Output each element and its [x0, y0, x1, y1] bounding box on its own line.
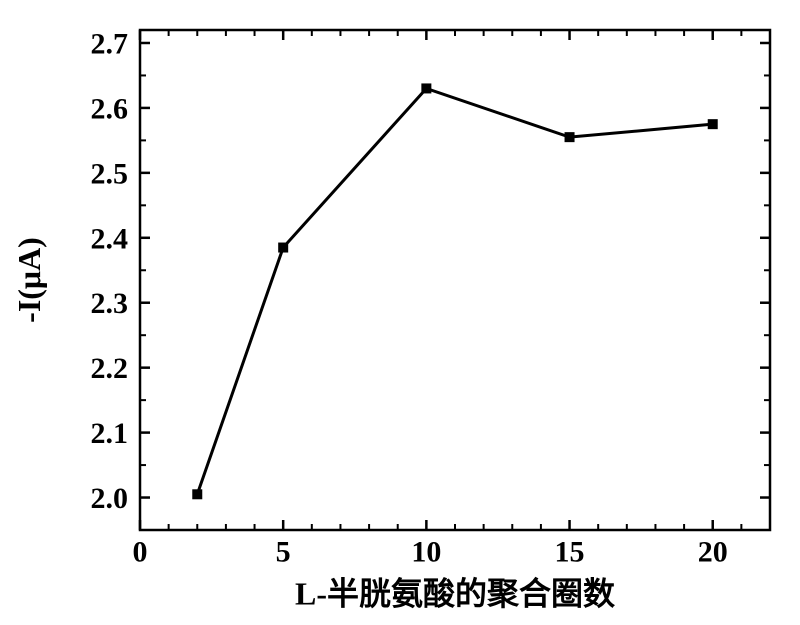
chart-container: 0 5 10 15 20 2.0 2.1 2.2 2.3 2.4 2.5 2.6 2.7 L-半胱氨酸的聚…: [0, 0, 800, 625]
line-chart: 0 5 10 15 20 2.0 2.1 2.2 2.3 2.4 2.5 2.6 2.7 L-半胱氨酸的聚…: [0, 0, 800, 625]
series-marker: [708, 120, 717, 129]
series-marker: [422, 84, 431, 93]
x-tick-label: 0: [133, 536, 148, 569]
series-line: [197, 88, 712, 494]
series-marker: [193, 490, 202, 499]
y-tick-label: 2.2: [91, 352, 129, 385]
plot-frame: [140, 30, 770, 530]
y-tick-label: 2.0: [91, 482, 129, 515]
y-tick-label: 2.6: [91, 92, 129, 125]
y-tick-label: 2.4: [91, 222, 129, 255]
y-tick-label: 2.5: [91, 157, 129, 190]
y-tick-label: 2.7: [91, 27, 129, 60]
y-tick-label: 2.3: [91, 287, 129, 320]
y-tick-label: 2.1: [91, 417, 129, 450]
y-axis-label: -I(μA): [11, 237, 47, 323]
series-marker: [279, 243, 288, 252]
x-tick-label: 20: [698, 536, 728, 569]
x-axis-label: L-半胱氨酸的聚合圈数: [295, 576, 616, 612]
x-tick-label: 5: [276, 536, 291, 569]
series-marker: [565, 133, 574, 142]
x-tick-label: 10: [411, 536, 441, 569]
x-tick-label: 15: [555, 536, 585, 569]
